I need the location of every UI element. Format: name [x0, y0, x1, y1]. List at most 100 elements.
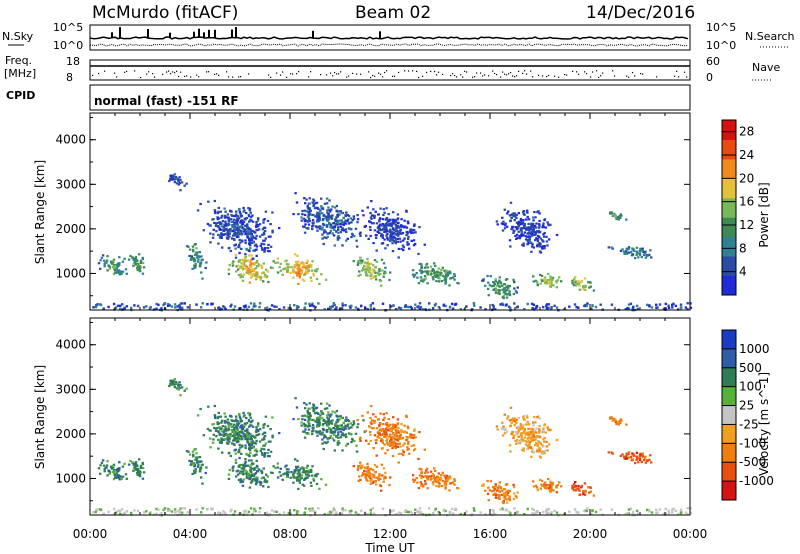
scatter-cell — [576, 282, 579, 285]
scatter-cell — [311, 260, 314, 263]
scatter-cell — [405, 438, 408, 442]
near-range-cell — [686, 507, 689, 510]
near-range-cell — [405, 510, 409, 513]
scatter-cell — [236, 231, 240, 234]
near-range-cell — [472, 302, 476, 305]
scatter-cell — [237, 450, 240, 453]
scatter-cell — [136, 268, 139, 272]
scatter-cell — [264, 247, 267, 250]
near-range-cell — [258, 302, 262, 305]
scatter-cell — [375, 454, 378, 457]
scatter-cell — [276, 476, 280, 479]
near-range-cell — [328, 513, 331, 516]
scatter-cell — [279, 269, 283, 272]
scatter-cell — [235, 220, 239, 224]
nave-dot — [298, 71, 300, 73]
scatter-cell — [173, 386, 177, 389]
scatter-cell — [366, 411, 369, 414]
scatter-cell — [644, 461, 648, 464]
near-range-cell — [507, 305, 511, 308]
scatter-cell — [507, 492, 510, 495]
scatter-cell — [311, 432, 314, 436]
scatter-cell — [583, 493, 587, 496]
scatter-cell — [397, 232, 401, 235]
scatter-cell — [538, 431, 541, 434]
scatter-cell — [251, 220, 255, 223]
scatter-cell — [318, 416, 321, 419]
scatter-cell — [266, 452, 270, 455]
nave-tick-low: 0 — [706, 71, 713, 84]
scatter-cell — [305, 471, 308, 475]
scatter-cell — [238, 456, 241, 460]
scatter-cell — [238, 464, 241, 467]
scatter-cell — [311, 406, 314, 409]
near-range-cell — [655, 303, 658, 306]
scatter-cell — [342, 223, 345, 227]
near-range-cell — [179, 308, 182, 311]
scatter-cell — [263, 275, 266, 278]
scatter-cell — [402, 451, 405, 454]
scatter-cell — [498, 484, 501, 487]
scatter-cell — [504, 429, 507, 432]
scatter-cell — [357, 262, 360, 265]
scatter-cell — [293, 253, 297, 256]
near-range-cell — [121, 303, 124, 306]
nave-dot — [228, 76, 230, 78]
scatter-cell — [335, 428, 338, 431]
scatter-cell — [187, 450, 190, 453]
scatter-cell — [627, 248, 630, 251]
scatter-cell — [309, 276, 313, 279]
scatter-cell — [314, 407, 317, 410]
scatter-cell — [239, 417, 242, 420]
scatter-cell — [560, 485, 563, 488]
scatter-cell — [390, 225, 393, 228]
scatter-cell — [391, 218, 394, 221]
near-range-cell — [303, 512, 306, 515]
scatter-cell — [302, 263, 305, 266]
nave-dot — [162, 73, 164, 75]
nave-dot — [404, 70, 406, 72]
near-range-cell — [317, 302, 320, 305]
near-range-cell — [230, 508, 233, 511]
scatter-cell — [316, 423, 319, 426]
scatter-cell — [283, 267, 286, 270]
scatter-cell — [235, 470, 238, 473]
near-range-cell — [404, 304, 407, 307]
near-range-cell — [418, 302, 422, 305]
scatter-cell — [400, 437, 403, 440]
scatter-cell — [321, 427, 325, 431]
scatter-cell — [316, 472, 319, 476]
scatter-cell — [214, 210, 217, 213]
scatter-cell — [255, 481, 258, 484]
scatter-cell — [201, 277, 204, 280]
scatter-cell — [571, 486, 574, 489]
scatter-cell — [304, 428, 307, 431]
scatter-cell — [252, 249, 255, 252]
scatter-cell — [431, 473, 434, 476]
near-range-cell — [444, 304, 447, 308]
scatter-cell — [238, 465, 241, 468]
scatter-cell — [544, 276, 547, 279]
scatter-cell — [134, 263, 137, 266]
nave-dot — [510, 72, 512, 74]
scatter-cell — [194, 469, 197, 473]
freq-label: Freq. — [5, 54, 32, 67]
scatter-cell — [235, 418, 238, 421]
nave-dot — [378, 72, 380, 74]
nsearch-tick-low: 10^0 — [706, 39, 736, 52]
scatter-cell — [300, 477, 303, 480]
scatter-cell — [337, 431, 340, 434]
scatter-cell — [517, 441, 520, 444]
scatter-cell — [251, 237, 254, 240]
scatter-cell — [420, 263, 423, 266]
scatter-cell — [431, 268, 434, 271]
scatter-cell — [248, 455, 251, 458]
scatter-cell — [521, 221, 525, 224]
scatter-cell — [382, 275, 385, 278]
scatter-cell — [531, 222, 535, 226]
scatter-cell — [243, 429, 247, 432]
near-range-cell — [123, 511, 126, 515]
scatter-cell — [283, 472, 286, 475]
scatter-cell — [239, 420, 243, 423]
scatter-cell — [506, 284, 510, 287]
